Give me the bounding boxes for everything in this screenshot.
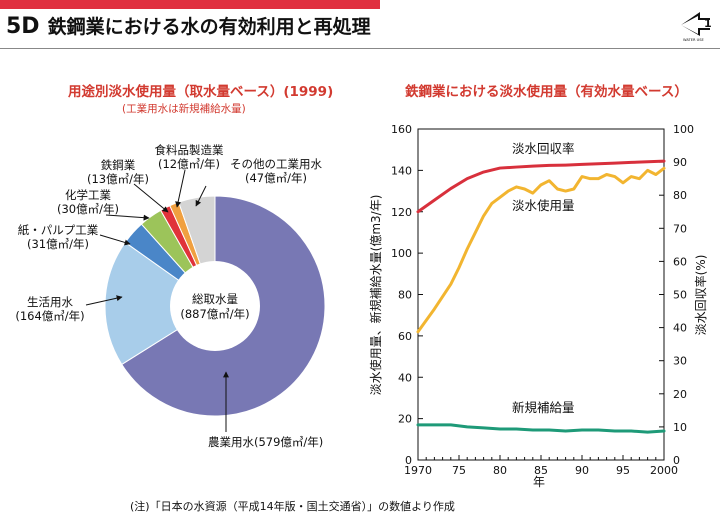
slice-value-steel: (13億㎥/年) [87, 172, 149, 186]
slice-label-paper: 紙・パルプ工業 [17, 223, 99, 237]
page-title: 5D 鉄鋼業における水の有効利用と再処理 [6, 12, 371, 39]
water-logo-icon: 1 WATER USE [678, 6, 714, 42]
slice-value-paper: (31億㎥/年) [27, 237, 89, 251]
pie-pointer-1 [195, 185, 207, 207]
pie-pointer-4 [99, 234, 131, 246]
slice-label-food: 食料品製造業 [154, 143, 224, 157]
slice-label-other: その他の工業用水 [230, 157, 322, 171]
svg-text:1: 1 [704, 17, 712, 30]
header-divider [0, 48, 720, 49]
section-number: 5D [6, 14, 40, 39]
pie-center-label: 総取水量 [192, 292, 238, 306]
slice-label-domestic: 生活用水 [27, 295, 73, 309]
pie-pointer-0 [175, 169, 186, 208]
svg-text:WATER USE: WATER USE [683, 38, 705, 42]
slice-value-agriculture: (579億㎥/年) [254, 435, 324, 449]
pie-pointer-3 [105, 214, 150, 221]
pie-hole [170, 261, 260, 351]
line-chart-title: 鉄鋼業における淡水使用量（有効水量ベース） [405, 84, 688, 100]
pie-pointer-5 [85, 295, 123, 306]
series-label-usage: 淡水使用量 [512, 198, 575, 213]
pie-center-value: (887億㎥/年) [180, 307, 250, 321]
header-accent-bar [0, 0, 380, 9]
slice-value-food: (12億㎥/年) [158, 157, 220, 171]
series-label-recovery: 淡水回収率 [512, 141, 575, 156]
slice-name-agriculture: 農業用水 [208, 435, 254, 449]
pie-pointer-2 [133, 183, 169, 213]
footnote: (注)「日本の水資源（平成14年版・国土交通省）」の数値より作成 [130, 500, 455, 513]
slice-label-agriculture: 農業用水(579億㎥/年) [208, 435, 323, 449]
slice-label-chemical: 化学工業 [65, 188, 111, 202]
pie-subtitle: (工業用水は新規補給水量) [122, 103, 246, 115]
pie-title: 用途別淡水使用量（取水量ベース）(1999) [68, 84, 334, 100]
slice-value-domestic: (164億㎥/年) [15, 309, 85, 323]
slice-value-other: (47億㎥/年) [245, 171, 307, 185]
series-label-makeup: 新規補給量 [512, 400, 575, 415]
page-title-text: 鉄鋼業における水の有効利用と再処理 [47, 16, 371, 38]
slice-label-steel: 鉄鋼業 [100, 158, 136, 172]
slice-value-chemical: (30億㎥/年) [57, 202, 119, 216]
pie-slice-1 [104, 241, 216, 366]
